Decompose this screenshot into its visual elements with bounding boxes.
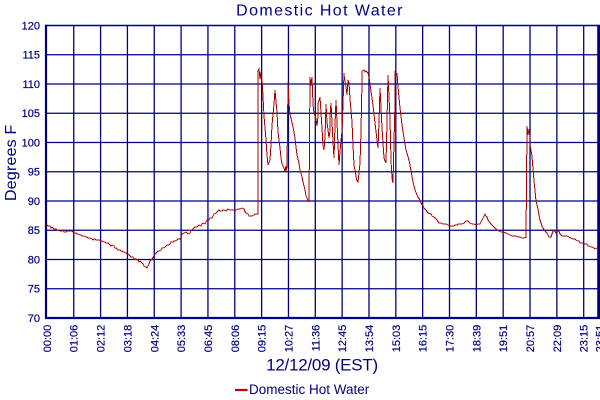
svg-text:115: 115 (22, 50, 40, 62)
svg-text:19:51: 19:51 (498, 325, 510, 353)
svg-text:06:45: 06:45 (203, 325, 215, 353)
svg-text:13:54: 13:54 (364, 325, 376, 353)
svg-text:23:15: 23:15 (579, 325, 591, 353)
svg-text:110: 110 (22, 79, 40, 91)
svg-text:80: 80 (28, 254, 40, 266)
svg-text:75: 75 (28, 284, 40, 296)
svg-text:17:30: 17:30 (445, 325, 457, 353)
svg-text:105: 105 (22, 108, 40, 120)
svg-text:03:18: 03:18 (122, 325, 134, 353)
svg-text:09:15: 09:15 (257, 325, 269, 353)
svg-text:Domestic Hot Water: Domestic Hot Water (236, 3, 404, 20)
svg-text:Domestic Hot Water: Domestic Hot Water (249, 382, 370, 397)
svg-text:08:06: 08:06 (230, 325, 242, 353)
svg-text:15:03: 15:03 (391, 325, 403, 353)
svg-text:10:27: 10:27 (283, 325, 295, 353)
svg-text:11:36: 11:36 (310, 325, 322, 352)
svg-text:16:15: 16:15 (418, 325, 430, 353)
svg-text:05:33: 05:33 (176, 325, 188, 353)
svg-text:04:24: 04:24 (149, 325, 161, 353)
svg-text:Degrees F: Degrees F (3, 124, 20, 201)
svg-text:12:45: 12:45 (337, 325, 349, 353)
svg-text:100: 100 (22, 137, 40, 149)
svg-text:12/12/09 (EST): 12/12/09 (EST) (266, 356, 378, 375)
svg-text:95: 95 (28, 167, 40, 179)
svg-text:23:51: 23:51 (595, 325, 600, 353)
svg-text:120: 120 (22, 20, 40, 32)
svg-text:70: 70 (28, 313, 40, 325)
svg-text:20:57: 20:57 (525, 325, 537, 353)
svg-text:85: 85 (28, 225, 40, 237)
svg-text:22:09: 22:09 (552, 325, 564, 353)
svg-text:02:12: 02:12 (96, 325, 108, 353)
svg-text:01:06: 01:06 (69, 325, 81, 353)
svg-text:00:00: 00:00 (42, 325, 54, 353)
svg-text:90: 90 (28, 196, 40, 208)
svg-text:18:39: 18:39 (471, 325, 483, 353)
